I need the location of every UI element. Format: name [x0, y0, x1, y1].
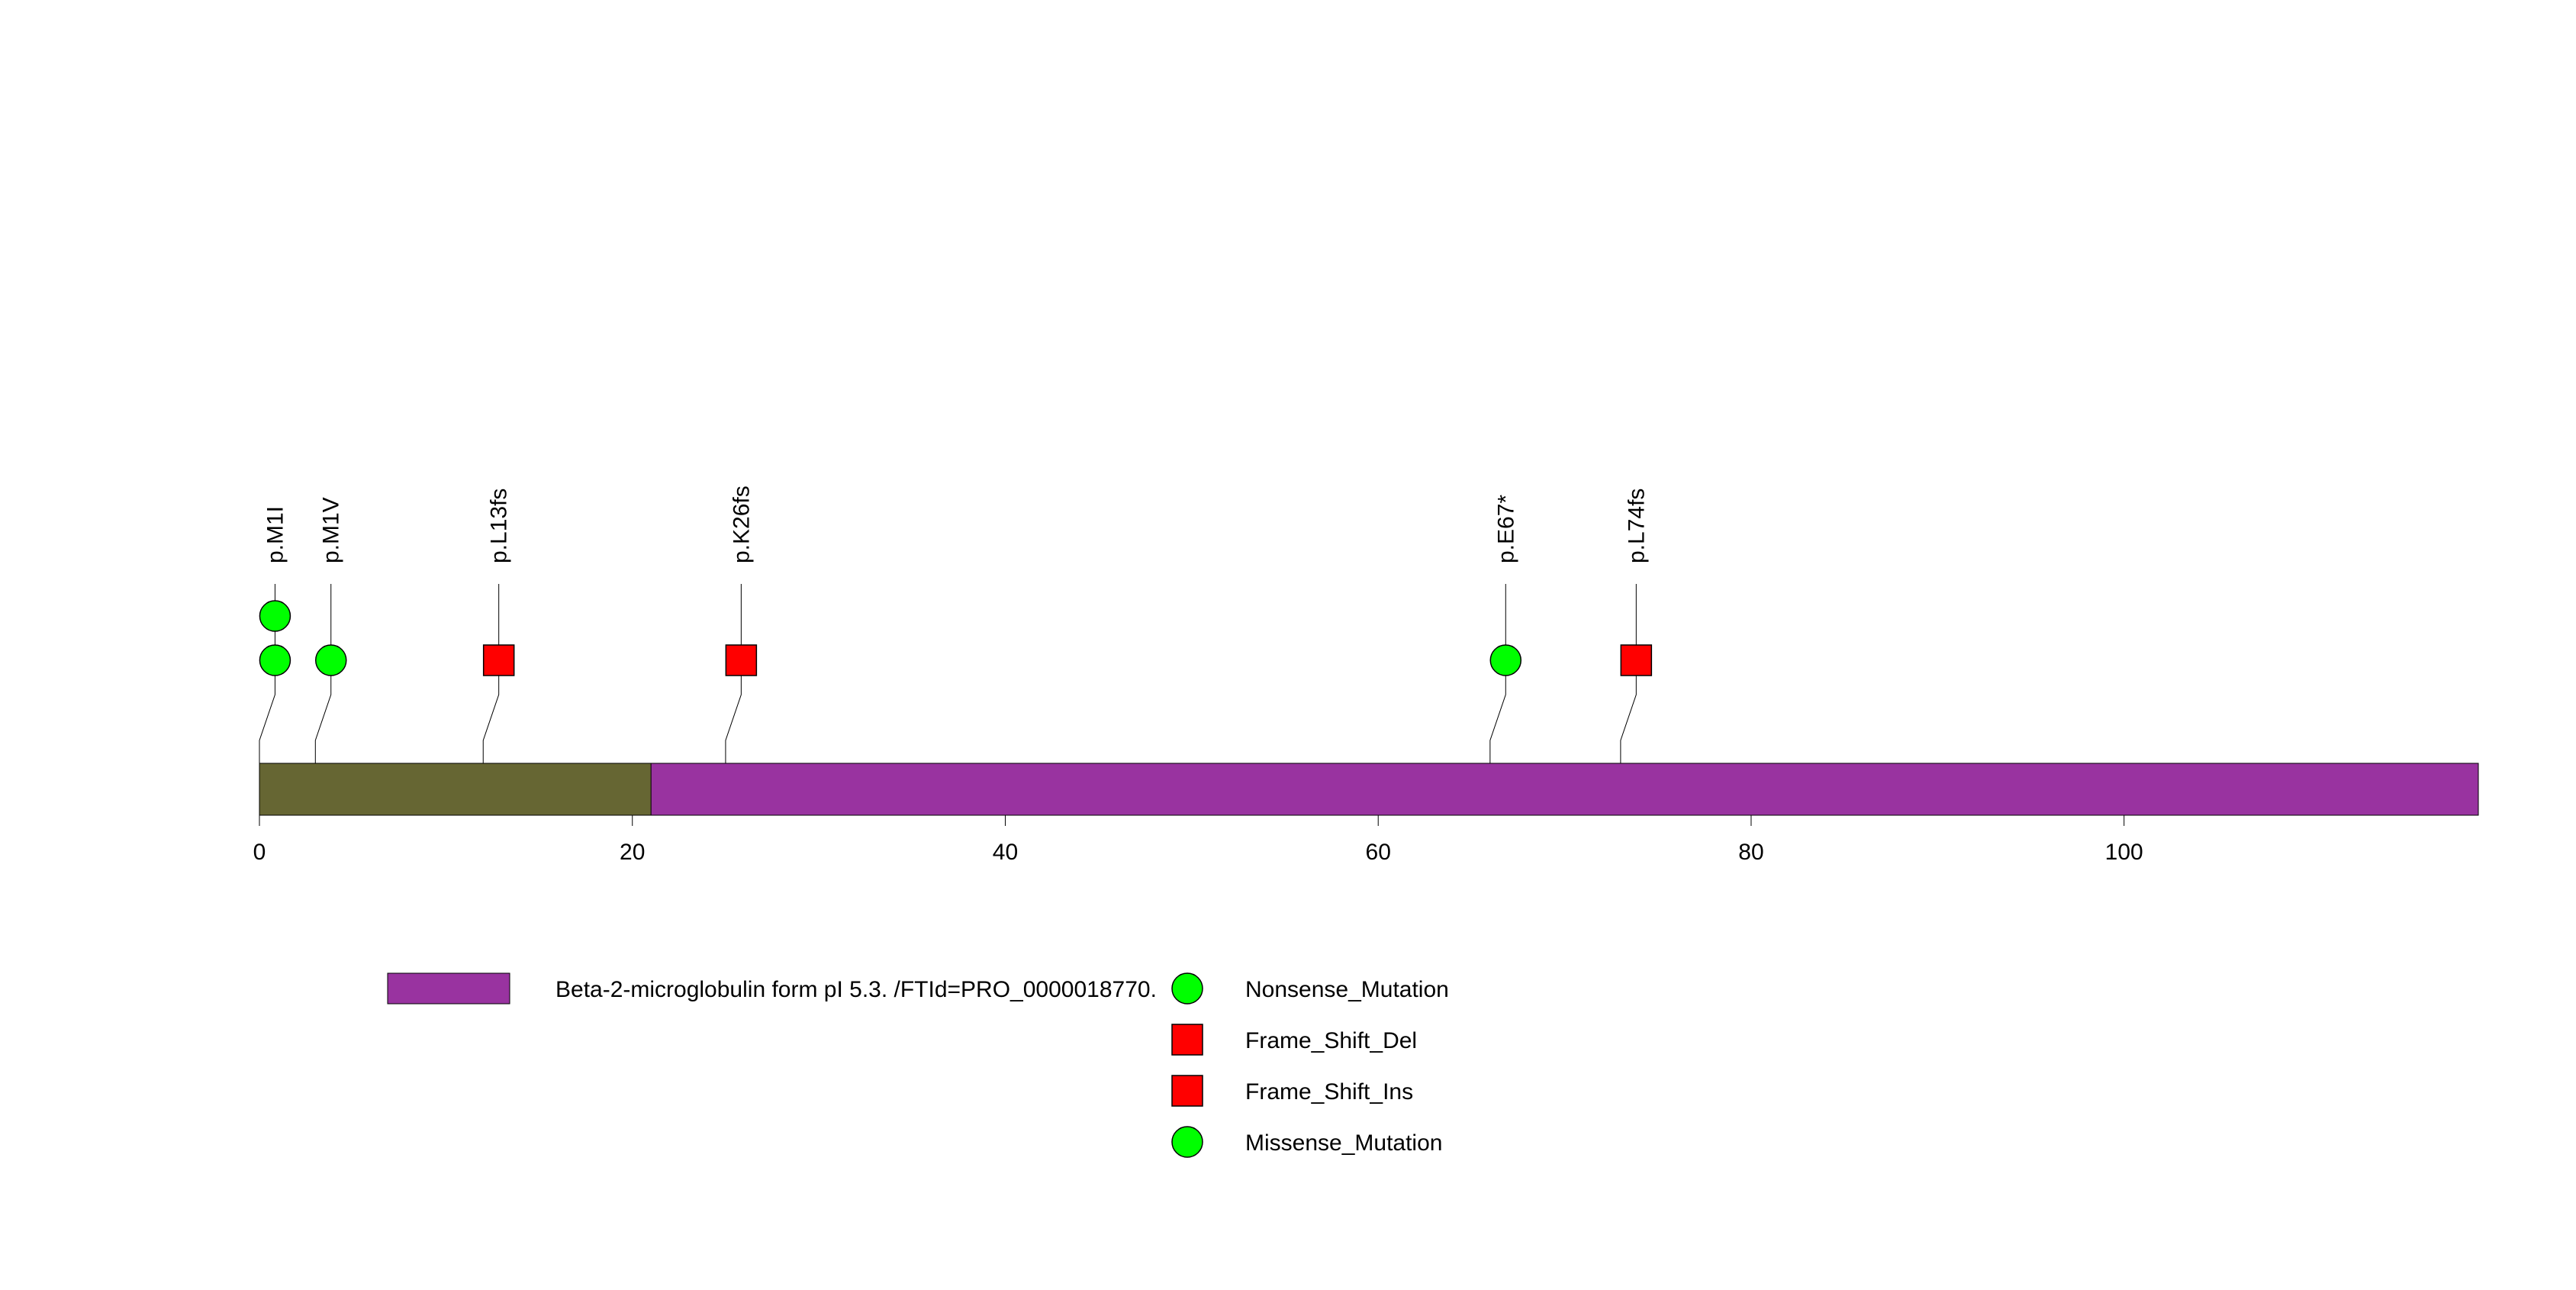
- marker-p-e67: [1489, 644, 1522, 676]
- label-p-l74fs: p.L74fs: [1624, 489, 1649, 563]
- marker-p-m1v: [314, 644, 347, 676]
- x-tick-label: 20: [620, 840, 645, 865]
- legend-swatch-domain: [387, 972, 510, 1005]
- legend-marker-nonsense-mutation: [1171, 972, 1203, 1005]
- label-p-e67: p.E67*: [1493, 495, 1518, 563]
- x-tick-label: 0: [253, 840, 266, 865]
- x-tick-label: 80: [1738, 840, 1763, 865]
- x-tick-label: 100: [2105, 840, 2143, 865]
- marker-p-l74fs: [1620, 644, 1653, 676]
- label-p-l13fs: p.L13fs: [487, 489, 512, 563]
- protein-track: [259, 763, 2479, 816]
- label-p-m1i: p.M1I: [262, 506, 288, 563]
- legend-marker-missense-mutation: [1171, 1126, 1203, 1158]
- x-axis: 0 20 40 60 80 100: [253, 814, 2143, 865]
- legend-label-missense-mutation: Missense_Mutation: [1245, 1130, 1442, 1156]
- legend: Beta-2-microglobulin form pI 5.3. /FTId=…: [387, 972, 1449, 1158]
- legend-marker-frame-shift-ins: [1171, 1075, 1203, 1107]
- marker-p-m1i: [259, 600, 291, 632]
- legend-label-frame-shift-del: Frame_Shift_Del: [1245, 1028, 1417, 1053]
- legend-label-nonsense-mutation: Nonsense_Mutation: [1245, 977, 1449, 1002]
- mutation-markers: [259, 600, 1653, 676]
- legend-label-domain: Beta-2-microglobulin form pI 5.3. /FTId=…: [555, 977, 1157, 1002]
- label-p-k26fs: p.K26fs: [729, 485, 754, 563]
- legend-label-frame-shift-ins: Frame_Shift_Ins: [1245, 1079, 1413, 1105]
- marker-p-k26fs: [725, 644, 758, 676]
- label-p-m1v: p.M1V: [319, 497, 344, 563]
- x-tick-label: 40: [993, 840, 1018, 865]
- marker-p-l13fs: [482, 644, 515, 676]
- mutation-labels: p.M1I p.M1V p.L13fs p.K26fs p.E67* p.L74fs: [262, 485, 1649, 563]
- legend-marker-frame-shift-del: [1171, 1024, 1203, 1056]
- x-tick-label: 60: [1366, 840, 1391, 865]
- marker-p-m1i: [259, 644, 291, 676]
- domain-signal-peptide: [259, 763, 652, 816]
